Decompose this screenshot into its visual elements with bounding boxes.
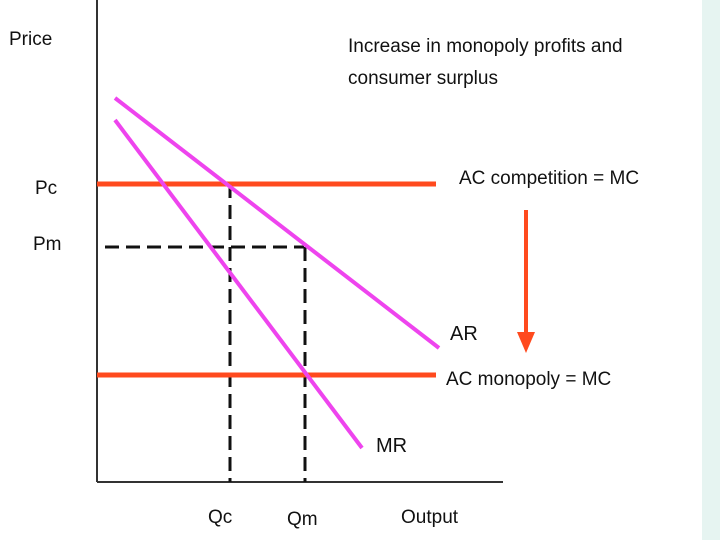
down-arrow-icon: [517, 210, 535, 353]
title-line-2: consumer surplus: [348, 68, 498, 89]
ar-label: AR: [450, 323, 478, 345]
side-strip: [702, 0, 720, 540]
pm-label: Pm: [33, 234, 62, 255]
ac-monopoly-label: AC monopoly = MC: [446, 369, 611, 390]
x-axis-label: Output: [401, 507, 459, 528]
pc-label: Pc: [35, 178, 57, 199]
ar-curve: [113, 96, 441, 350]
qc-label: Qc: [208, 507, 232, 528]
mr-curve: [113, 118, 364, 450]
title-line-1: Increase in monopoly profits and: [348, 36, 623, 57]
qm-label: Qm: [287, 509, 318, 530]
y-axis-label: Price: [9, 29, 52, 50]
ac-competition-label: AC competition = MC: [459, 168, 639, 189]
mr-label: MR: [376, 435, 407, 457]
